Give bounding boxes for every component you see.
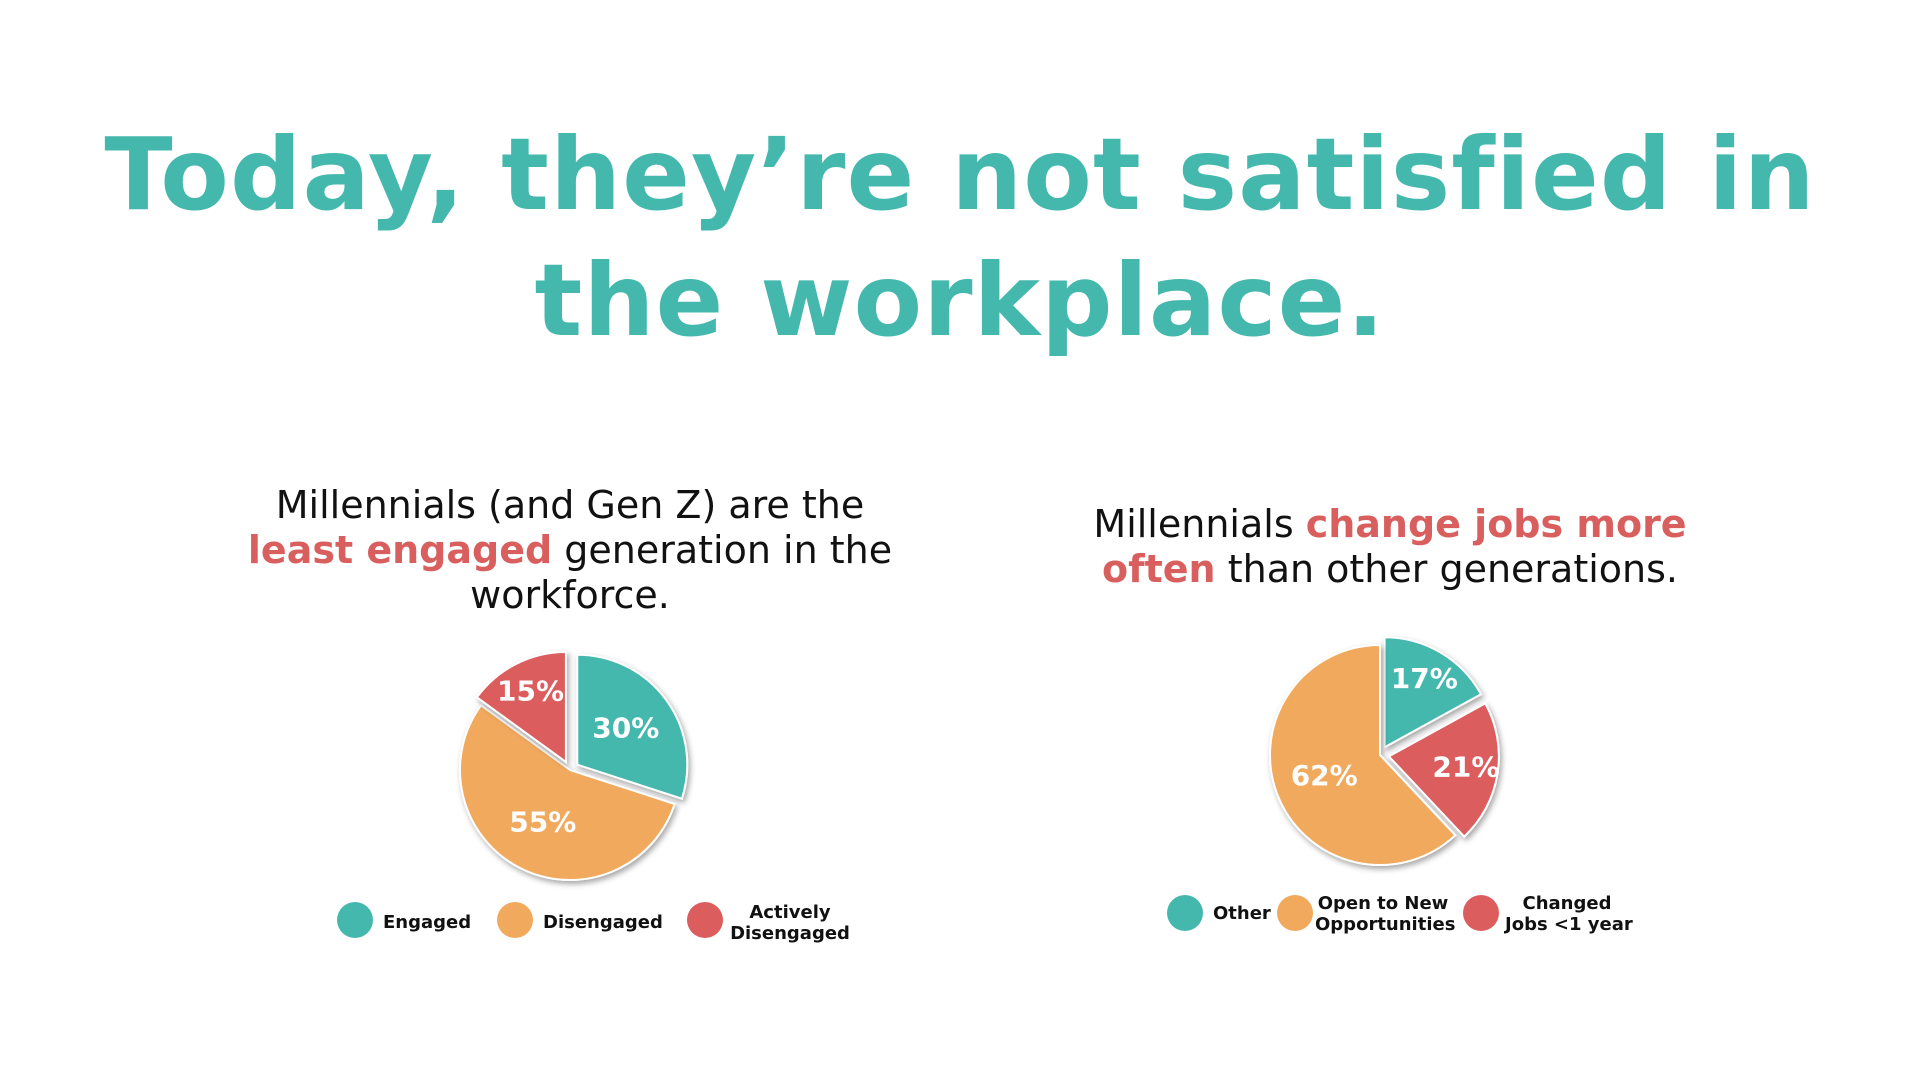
pie-slice-other bbox=[1383, 636, 1483, 749]
left-heading-text-2: generation in the workforce. bbox=[470, 528, 893, 617]
pie-label-open-to-new-opportunities: 62% bbox=[1291, 759, 1358, 792]
pie-label-engaged: 30% bbox=[592, 711, 659, 744]
legend-label-line: Disengaged bbox=[730, 923, 850, 944]
slide-title: Today, they’re not satisfied in the work… bbox=[104, 116, 1816, 359]
pie-label-disengaged: 55% bbox=[509, 805, 576, 838]
legend-swatch-actively-disengaged bbox=[687, 902, 723, 938]
legend-swatch-changed-jobs bbox=[1463, 895, 1499, 931]
left-panel-heading: Millennials (and Gen Z) are the least en… bbox=[230, 483, 910, 618]
right-heading-text-2: than other generations. bbox=[1215, 547, 1678, 591]
pie-slice-changed-jobs-1-year bbox=[1387, 702, 1500, 839]
legend-swatch-other bbox=[1167, 895, 1203, 931]
pie-slice-disengaged bbox=[459, 703, 676, 881]
job-change-pie-chart: 17% 21% 62% bbox=[1269, 636, 1500, 866]
legend-label-line: Changed bbox=[1522, 893, 1612, 914]
pie-label-other: 17% bbox=[1391, 662, 1458, 695]
left-heading-highlight: least engaged bbox=[247, 528, 553, 572]
legend-label-actively-disengaged: Actively Disengaged bbox=[730, 902, 850, 944]
right-panel-heading: Millennials change jobs more often than … bbox=[1040, 502, 1740, 592]
right-heading-highlight: change jobs more often bbox=[1101, 502, 1687, 591]
legend-label-changed-jobs: Changed Jobs <1 year bbox=[1505, 893, 1633, 935]
legend-label-line: Open to New bbox=[1317, 893, 1449, 914]
legend-label-engaged: Engaged bbox=[383, 912, 472, 933]
engagement-pie-chart: 30% 55% 15% bbox=[459, 650, 689, 881]
legend-label-line: Actively bbox=[749, 902, 831, 923]
legend-label-line: Jobs <1 year bbox=[1505, 914, 1633, 935]
pie-label-changed-jobs-1-year: 21% bbox=[1432, 751, 1499, 784]
legend-label-open-to-new-opportunities: Open to New Opportunities bbox=[1315, 893, 1455, 935]
pie-label-actively-disengaged: 15% bbox=[497, 674, 564, 707]
legend-swatch-engaged bbox=[337, 902, 373, 938]
right-heading-text-1: Millennials bbox=[1093, 502, 1306, 546]
pie-slice-engaged bbox=[576, 653, 689, 800]
legend-label-disengaged: Disengaged bbox=[543, 912, 663, 933]
legend-label-line: Opportunities bbox=[1315, 914, 1456, 935]
left-heading-text-1: Millennials (and Gen Z) are the bbox=[275, 483, 865, 527]
pie-slice-open-to-new-opportunities bbox=[1269, 643, 1457, 866]
legend-swatch-open-to-new-opportunities bbox=[1277, 895, 1313, 931]
legend-swatch-disengaged bbox=[497, 902, 533, 938]
pie-slice-actively-disengaged bbox=[475, 650, 567, 764]
legend-label-other: Other bbox=[1213, 903, 1271, 924]
